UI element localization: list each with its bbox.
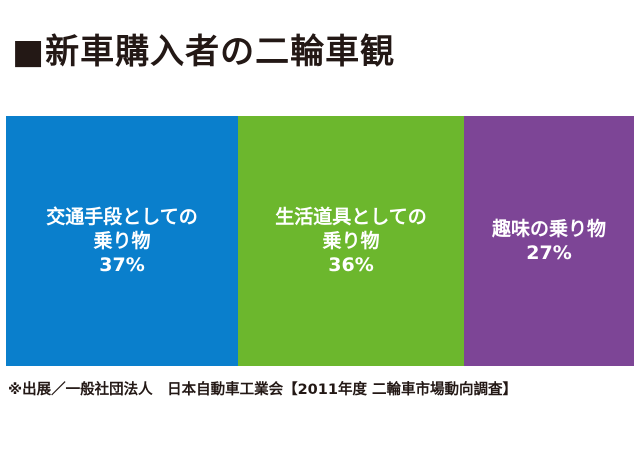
segment-category-line2: 乗り物 bbox=[93, 230, 151, 252]
segment-category-line1: 交通手段としての bbox=[46, 206, 198, 228]
segment-category-line2: 乗り物 bbox=[322, 230, 380, 252]
segment-value-label: 27% bbox=[526, 242, 572, 264]
bar-segment-2: 生活道具としての 乗り物 36% bbox=[238, 116, 464, 366]
segment-label: 趣味の乗り物 27% bbox=[464, 217, 634, 265]
segment-label: 交通手段としての 乗り物 37% bbox=[6, 205, 238, 277]
segment-category-line1: 生活道具としての bbox=[275, 206, 427, 228]
bar-segment-1: 交通手段としての 乗り物 37% bbox=[6, 116, 238, 366]
segment-value-label: 36% bbox=[328, 254, 374, 276]
segment-value-label: 37% bbox=[99, 254, 145, 276]
stacked-bar-chart: 交通手段としての 乗り物 37% 生活道具としての 乗り物 36% 趣味の乗り物 27% bbox=[6, 116, 634, 366]
source-note: ※出展／一般社団法人 日本自動車工業会【2011年度 二輪車市場動向調査】 bbox=[8, 382, 517, 398]
bar-segment-3: 趣味の乗り物 27% bbox=[464, 116, 634, 366]
segment-category-line1: 趣味の乗り物 bbox=[491, 218, 606, 240]
segment-label: 生活道具としての 乗り物 36% bbox=[238, 205, 464, 277]
chart-title: ■新車購入者の二輪車観 bbox=[12, 32, 396, 72]
